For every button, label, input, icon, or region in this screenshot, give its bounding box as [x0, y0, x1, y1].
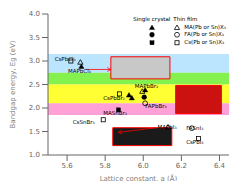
svg-text:MAPbBr₃: MAPbBr₃	[135, 83, 159, 89]
svg-text:CsPbI₃: CsPbI₃	[186, 139, 203, 145]
svg-text:1.5: 1.5	[29, 128, 40, 136]
svg-text:FASnI₃: FASnI₃	[186, 125, 203, 131]
svg-text:6.2: 6.2	[176, 162, 187, 170]
svg-text:MAPbI₃: MAPbI₃	[158, 124, 177, 130]
html-text:Single crystal Thin film: Single crystal Thin film	[133, 16, 198, 22]
svg-text:FAPbBr₃: FAPbBr₃	[145, 103, 166, 109]
html-text:Cs(Pb or Sn)X₃: Cs(Pb or Sn)X₃	[184, 38, 225, 45]
svg-text:MAPbCl₃: MAPbCl₃	[68, 68, 91, 74]
html-text:MA(Pb or Sn)X₃: MA(Pb or Sn)X₃	[184, 23, 226, 30]
html-text:FA(Pb or Sn)X₃: FA(Pb or Sn)X₃	[184, 31, 224, 37]
svg-text:Bandgap energy, Eg (eV): Bandgap energy, Eg (eV)	[9, 40, 17, 128]
svg-text:5.6: 5.6	[61, 162, 73, 170]
svg-text:2.5: 2.5	[29, 81, 40, 89]
svg-text:3.5: 3.5	[29, 34, 40, 42]
svg-text:Lattice constant, a (Å): Lattice constant, a (Å)	[100, 174, 178, 181]
svg-text:5.8: 5.8	[100, 162, 111, 170]
svg-text:6.4: 6.4	[214, 162, 226, 170]
svg-text:CsSnBr₃: CsSnBr₃	[73, 119, 95, 125]
svg-text:2.0: 2.0	[29, 104, 40, 112]
svg-text:3.0: 3.0	[29, 57, 40, 65]
svg-text:CsPbBr₂: CsPbBr₂	[103, 95, 125, 101]
svg-text:6.0: 6.0	[138, 162, 149, 170]
svg-text:MASnBr₃: MASnBr₃	[103, 110, 127, 116]
svg-text:1.0: 1.0	[29, 151, 40, 159]
svg-text:CsPbCl₃: CsPbCl₃	[55, 56, 76, 62]
svg-text:4.0: 4.0	[29, 10, 40, 18]
